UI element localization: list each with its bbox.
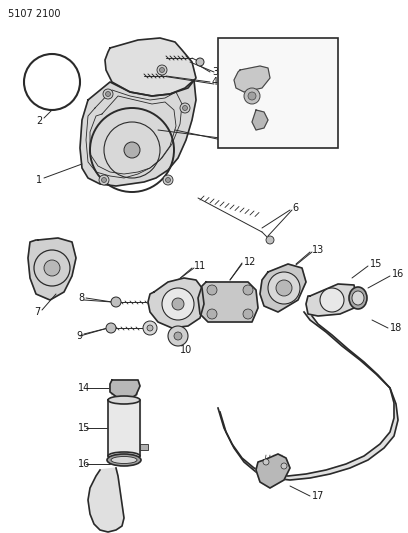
Text: 1: 1 [36, 175, 42, 185]
Circle shape [180, 103, 190, 113]
Circle shape [244, 88, 260, 104]
Circle shape [166, 177, 171, 182]
Ellipse shape [107, 454, 141, 466]
Circle shape [268, 272, 300, 304]
Circle shape [44, 260, 60, 276]
Text: 7: 7 [34, 307, 40, 317]
Polygon shape [256, 454, 290, 488]
Circle shape [111, 297, 121, 307]
Text: 5: 5 [222, 133, 228, 143]
Polygon shape [80, 80, 196, 186]
Circle shape [103, 89, 113, 99]
Text: 9: 9 [76, 331, 82, 341]
Polygon shape [108, 400, 140, 456]
Text: 19: 19 [244, 137, 256, 147]
Circle shape [163, 175, 173, 185]
Ellipse shape [108, 396, 140, 404]
Text: 4: 4 [212, 77, 218, 87]
Circle shape [124, 142, 140, 158]
Circle shape [143, 321, 157, 335]
Circle shape [207, 309, 217, 319]
Circle shape [106, 92, 111, 96]
Text: 18: 18 [390, 323, 402, 333]
Text: 12: 12 [244, 257, 256, 267]
Circle shape [160, 68, 164, 72]
Circle shape [99, 175, 109, 185]
Polygon shape [88, 468, 124, 532]
Circle shape [266, 236, 274, 244]
Circle shape [147, 325, 153, 331]
Circle shape [172, 298, 184, 310]
Text: 2: 2 [36, 116, 42, 126]
Text: 14: 14 [78, 383, 90, 393]
Circle shape [102, 177, 106, 182]
Circle shape [196, 58, 204, 66]
Circle shape [162, 288, 194, 320]
Text: 15: 15 [78, 423, 91, 433]
Text: 10: 10 [180, 345, 192, 355]
Text: 11: 11 [194, 261, 206, 271]
Ellipse shape [352, 291, 364, 305]
Circle shape [207, 285, 217, 295]
Polygon shape [148, 278, 204, 328]
Polygon shape [110, 380, 140, 400]
Bar [218, 38, 338, 148]
Circle shape [263, 459, 269, 465]
Text: 8: 8 [78, 293, 84, 303]
Text: 15: 15 [370, 259, 382, 269]
Circle shape [243, 309, 253, 319]
Circle shape [248, 92, 256, 100]
Text: 16: 16 [78, 459, 90, 469]
Polygon shape [260, 264, 306, 312]
Circle shape [182, 106, 188, 110]
Circle shape [320, 288, 344, 312]
Ellipse shape [108, 452, 140, 460]
Circle shape [174, 332, 182, 340]
Polygon shape [218, 312, 398, 480]
Circle shape [281, 463, 287, 469]
Circle shape [276, 280, 292, 296]
Circle shape [168, 326, 188, 346]
Polygon shape [234, 66, 270, 92]
Polygon shape [28, 238, 76, 300]
Polygon shape [198, 282, 258, 322]
Polygon shape [105, 38, 196, 96]
Text: 6: 6 [292, 203, 298, 213]
Text: 13: 13 [312, 245, 324, 255]
Circle shape [243, 285, 253, 295]
Text: 5107 2100: 5107 2100 [8, 9, 60, 19]
Ellipse shape [349, 287, 367, 309]
Text: 3: 3 [212, 67, 218, 77]
Polygon shape [306, 284, 356, 316]
Text: 16: 16 [392, 269, 404, 279]
Text: 17: 17 [312, 491, 324, 501]
Circle shape [106, 323, 116, 333]
Circle shape [157, 65, 167, 75]
Ellipse shape [111, 456, 137, 464]
Bar [140, 444, 148, 450]
Polygon shape [252, 110, 268, 130]
